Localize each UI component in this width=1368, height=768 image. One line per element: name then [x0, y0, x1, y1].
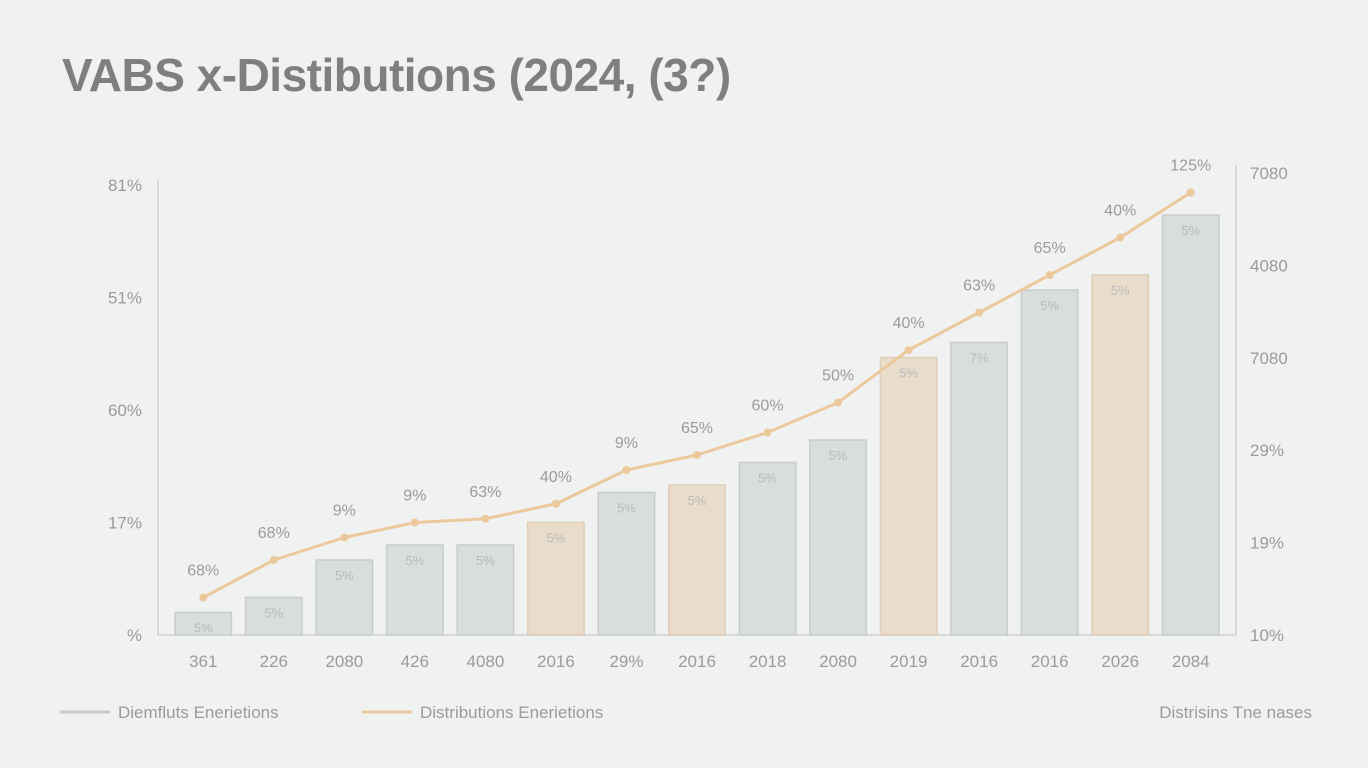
- legend-label-line: Distributions Enerietions: [420, 703, 603, 722]
- legend-note: Distrisins Tne nases: [1159, 703, 1312, 722]
- x-tick-label: 2084: [1172, 652, 1210, 671]
- line-point-label: 63%: [963, 278, 995, 295]
- x-tick-label: 4080: [466, 652, 504, 671]
- line-point-label: 125%: [1170, 158, 1211, 175]
- line-point-label: 65%: [681, 420, 713, 437]
- line-point: [1186, 188, 1195, 197]
- x-tick-label: 2016: [1031, 652, 1069, 671]
- line-point: [763, 428, 772, 437]
- y-tick-label-left: 17%: [108, 514, 142, 533]
- bar-value-label: 5%: [829, 448, 848, 463]
- line-point-label: 40%: [540, 469, 572, 486]
- line-point: [481, 514, 490, 523]
- y-tick-label-left: 60%: [108, 401, 142, 420]
- line-point-label: 40%: [893, 315, 925, 332]
- bar: [1161, 214, 1220, 636]
- x-tick-label: 2016: [537, 652, 575, 671]
- x-tick-label: 2026: [1101, 652, 1139, 671]
- bar-value-label: 5%: [1111, 283, 1130, 298]
- x-tick-label: 426: [401, 652, 429, 671]
- x-tick-label: 2019: [890, 652, 928, 671]
- bar: [526, 521, 585, 636]
- bar: [738, 461, 797, 636]
- line-point: [1116, 233, 1125, 242]
- line-point-label: 68%: [258, 525, 290, 542]
- legend-label-bars: Diemfluts Enerietions: [118, 703, 279, 722]
- line-point-label: 50%: [822, 368, 854, 385]
- line-point-label: 68%: [187, 563, 219, 580]
- line-point: [551, 499, 560, 508]
- bar: [456, 544, 515, 636]
- bar-value-label: 5%: [1181, 223, 1200, 238]
- bar-value-label: 5%: [476, 553, 495, 568]
- bar-value-label: 5%: [617, 501, 636, 516]
- y-tick-label-left: %: [127, 626, 142, 645]
- x-tick-label: 2016: [960, 652, 998, 671]
- line-point: [1045, 271, 1054, 279]
- bar-value-label: 7%: [970, 351, 989, 366]
- line-point: [834, 398, 843, 407]
- bar: [597, 491, 656, 636]
- x-tick-label: 29%: [609, 652, 643, 671]
- y-tick-label-right: 7080: [1250, 164, 1288, 183]
- y-tick-label-right: 10%: [1250, 626, 1284, 645]
- bar-value-label: 5%: [688, 493, 707, 508]
- bar: [950, 341, 1009, 636]
- bar: [809, 439, 868, 636]
- y-tick-label-right: 7080: [1250, 349, 1288, 368]
- bar: [1020, 289, 1079, 636]
- y-tick-label-right: 19%: [1250, 534, 1284, 553]
- bar: [1091, 274, 1150, 636]
- line-point: [975, 308, 984, 317]
- line-point: [693, 451, 701, 459]
- line-point-label: 65%: [1034, 240, 1066, 257]
- line-point-label: 60%: [752, 398, 784, 415]
- line-point: [622, 466, 631, 474]
- bar-value-label: 5%: [405, 553, 424, 568]
- bar: [879, 356, 938, 636]
- x-tick-label: 2080: [325, 652, 363, 671]
- y-tick-label-right: 29%: [1250, 441, 1284, 460]
- line-point-label: 9%: [333, 503, 356, 520]
- bar-value-label: 5%: [1040, 298, 1059, 313]
- line-point: [269, 556, 278, 564]
- bar-value-label: 5%: [194, 621, 213, 636]
- line-point: [199, 593, 208, 602]
- x-tick-label: 226: [260, 652, 288, 671]
- y-tick-label-left: 81%: [108, 176, 142, 195]
- bar-value-label: 5%: [758, 471, 777, 486]
- bar: [668, 484, 726, 636]
- line-point: [410, 518, 419, 527]
- line-point-label: 63%: [469, 484, 501, 501]
- x-tick-label: 2018: [749, 652, 787, 671]
- x-tick-label: 2080: [819, 652, 857, 671]
- line-point-label: 9%: [403, 488, 426, 505]
- bar: [315, 559, 374, 636]
- y-tick-label-left: 51%: [108, 289, 142, 308]
- line-point-label: 40%: [1104, 203, 1136, 220]
- bar-value-label: 5%: [547, 531, 566, 546]
- bar: [385, 544, 444, 636]
- bar: [174, 611, 233, 636]
- line-point: [904, 346, 913, 354]
- bar-value-label: 5%: [264, 606, 283, 621]
- line-point: [340, 533, 349, 542]
- chart-title: VABS x-Distibutions (2024, (3?): [62, 49, 731, 101]
- x-tick-label: 2016: [678, 652, 716, 671]
- x-tick-label: 361: [189, 652, 217, 671]
- y-tick-label-right: 4080: [1250, 256, 1288, 275]
- bar-value-label: 5%: [899, 366, 918, 381]
- bar: [244, 596, 303, 636]
- bar-value-label: 5%: [335, 568, 354, 583]
- line-point-label: 9%: [615, 435, 638, 452]
